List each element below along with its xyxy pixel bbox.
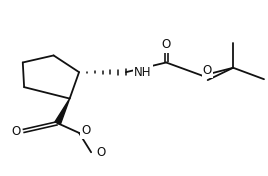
Text: O: O [203,64,212,77]
Polygon shape [55,99,70,124]
Text: O: O [11,125,20,138]
Text: O: O [162,39,171,51]
Text: NH: NH [134,66,151,79]
Text: O: O [81,124,91,137]
Text: O: O [96,146,106,159]
